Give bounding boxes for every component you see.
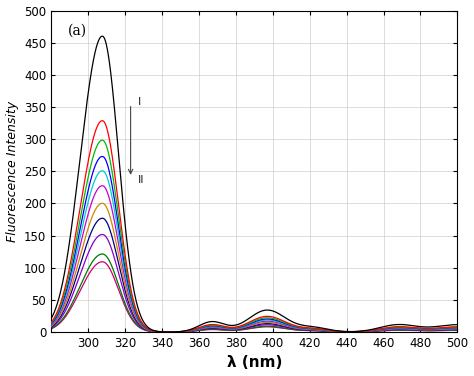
Text: I: I (138, 97, 141, 107)
Text: II: II (138, 174, 145, 185)
X-axis label: λ (nm): λ (nm) (227, 355, 282, 370)
Text: (a): (a) (67, 23, 87, 38)
Y-axis label: Fluorescence Intensity: Fluorescence Intensity (6, 101, 18, 242)
